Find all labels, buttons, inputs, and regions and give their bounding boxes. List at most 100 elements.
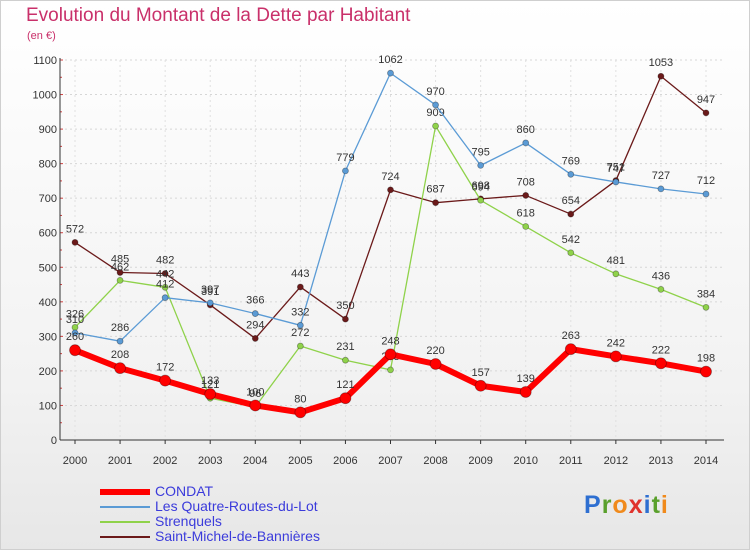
logo-letter: i	[660, 491, 669, 519]
data-label: 712	[697, 175, 715, 187]
data-label: 260	[66, 331, 84, 343]
logo-letter: i	[643, 491, 652, 519]
data-label: 366	[246, 295, 264, 307]
x-tick-label: 2000	[63, 455, 87, 467]
data-point	[702, 190, 710, 198]
data-label: 462	[111, 261, 129, 273]
x-tick-label: 2011	[559, 455, 583, 467]
y-tick-label: 900	[39, 124, 57, 136]
data-point	[387, 69, 394, 77]
data-point	[387, 186, 394, 194]
data-label: 698	[471, 180, 489, 192]
series-condat: 260 208 172 133 100 80 121 248 220 157 139 263 242 22…	[66, 330, 715, 419]
data-point	[432, 122, 439, 130]
x-tick-label: 2013	[649, 455, 673, 467]
data-point	[339, 392, 352, 405]
data-point	[702, 109, 710, 117]
data-point	[522, 139, 530, 147]
proxiti-logo: Proxiti	[584, 491, 669, 520]
data-point	[657, 285, 665, 293]
data-label: 242	[607, 337, 625, 349]
data-point	[296, 342, 304, 350]
legend-swatch	[100, 521, 150, 523]
data-label: 694	[471, 181, 489, 193]
data-label: 727	[652, 170, 670, 182]
logo-letter: t	[651, 491, 661, 519]
data-label: 208	[111, 349, 129, 361]
data-point	[567, 170, 575, 178]
chart-title: Evolution du Montant de la Dette par Hab…	[26, 5, 411, 26]
data-point	[432, 101, 439, 109]
x-tick-label: 2010	[513, 455, 537, 467]
data-label: 133	[201, 375, 219, 387]
data-point	[296, 321, 304, 329]
data-point	[206, 299, 214, 307]
data-point	[612, 270, 620, 278]
y-tick-label: 700	[39, 193, 57, 205]
data-point	[612, 178, 620, 186]
data-point	[522, 192, 530, 199]
x-tick-label: 2004	[243, 455, 267, 467]
x-tick-label: 2012	[604, 455, 628, 467]
data-label: 272	[291, 327, 309, 339]
chart-subtitle: (en €)	[27, 30, 56, 42]
data-label: 286	[111, 322, 129, 334]
data-label: 248	[381, 335, 399, 347]
legend-label: Strenquels	[155, 513, 222, 529]
data-point	[657, 72, 665, 80]
data-label: 860	[517, 124, 535, 136]
data-label: 751	[607, 162, 625, 174]
data-label: 970	[426, 86, 444, 98]
y-tick-label: 1100	[33, 55, 57, 67]
data-point	[251, 335, 259, 342]
data-label: 231	[336, 341, 354, 353]
data-point	[296, 283, 304, 291]
data-label: 222	[652, 344, 670, 356]
data-label: 350	[336, 300, 354, 312]
data-point	[249, 399, 262, 412]
legend-swatch	[100, 489, 150, 495]
data-point	[657, 185, 665, 193]
logo-letter: r	[601, 491, 613, 519]
data-label: 220	[426, 345, 444, 357]
data-label: 139	[517, 373, 535, 385]
x-tick-label: 2003	[198, 455, 222, 467]
data-label: 121	[201, 379, 219, 391]
y-tick-label: 400	[39, 297, 57, 309]
data-point	[342, 167, 349, 175]
data-label: 80	[294, 393, 306, 405]
data-label: 157	[471, 367, 489, 379]
data-point	[342, 356, 349, 364]
data-point	[655, 357, 667, 370]
data-label: 1053	[649, 57, 673, 69]
data-label: 384	[697, 288, 715, 300]
data-label: 482	[156, 254, 174, 266]
series-saint-michel-de-banni-res: 572 485 482 391 294 443 350 724 687 698 708 654 751 1…	[66, 57, 715, 342]
x-tick-label: 2002	[153, 455, 177, 467]
data-point	[429, 358, 442, 370]
data-point	[69, 344, 81, 357]
data-point	[564, 343, 577, 356]
data-label: 172	[156, 362, 174, 374]
data-label: 198	[697, 353, 715, 365]
y-tick-label: 1000	[33, 90, 57, 102]
data-point	[522, 223, 530, 230]
data-point	[161, 294, 169, 302]
data-label: 397	[201, 284, 219, 296]
y-tick-label: 300	[39, 331, 57, 343]
data-point	[71, 238, 79, 246]
data-label: 442	[156, 268, 174, 280]
data-label: 391	[201, 286, 219, 298]
data-point	[700, 365, 712, 378]
data-label: 100	[246, 386, 264, 398]
legend-swatch	[100, 536, 150, 538]
data-point	[161, 283, 169, 291]
x-tick-label: 2005	[288, 455, 312, 467]
series-les-quatre-routes-du-lot: 310 286 412 397 366 332 779 1062 970 795 860 769 747…	[66, 54, 715, 345]
data-label: 294	[246, 319, 264, 331]
data-label: 412	[156, 279, 174, 291]
x-tick-label: 2014	[694, 455, 718, 467]
series-strenquels: 3264624421219627223120390969461854248143…	[66, 107, 715, 411]
data-label: 618	[517, 208, 535, 220]
